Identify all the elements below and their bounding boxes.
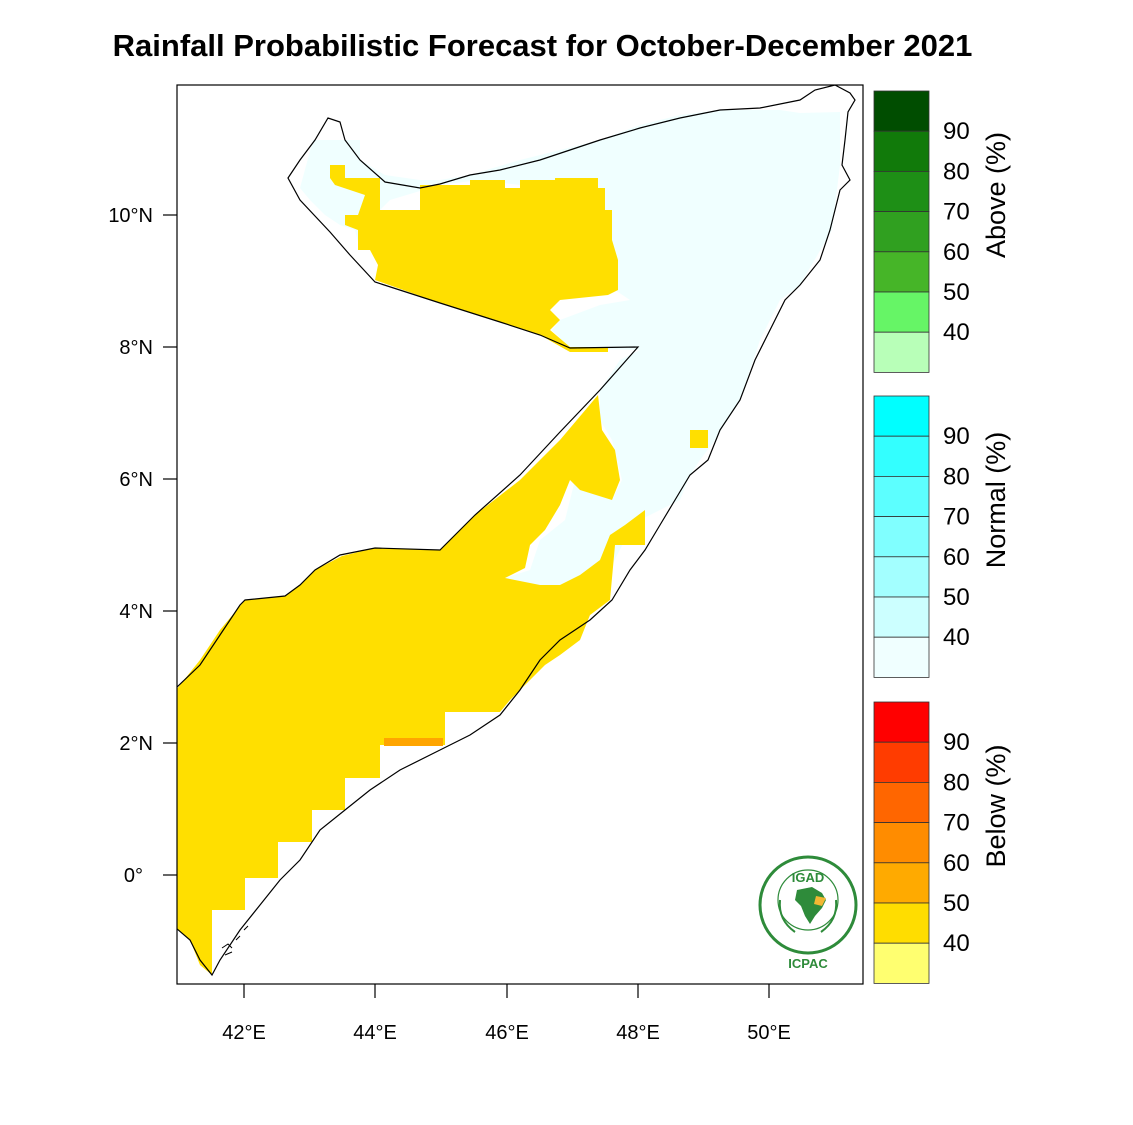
legend-tick-normal: 60 bbox=[943, 544, 970, 571]
legend-swatch-below bbox=[873, 862, 930, 904]
legend-label-above: Above (%) bbox=[981, 132, 1011, 258]
legend-swatch-above bbox=[873, 331, 930, 373]
lat-tick-label: 2°N bbox=[119, 733, 153, 755]
legend-tick-below: 70 bbox=[943, 810, 970, 837]
legend-swatch-above bbox=[873, 251, 930, 293]
legend-above: 90 80 70 60 50 40 Above (%) bbox=[873, 90, 1011, 373]
lat-tick-label: 6°N bbox=[119, 469, 153, 491]
legend-swatch-normal bbox=[873, 516, 930, 558]
lon-tick-label: 50°E bbox=[747, 1022, 791, 1044]
map-area bbox=[177, 85, 856, 977]
legend-tick-above: 80 bbox=[943, 158, 970, 185]
lon-tick-label: 48°E bbox=[616, 1022, 660, 1044]
legend-tick-above: 90 bbox=[943, 118, 970, 145]
lat-tick-label: 0° bbox=[124, 865, 143, 887]
below-pocket-east bbox=[690, 430, 708, 448]
lon-tick-label: 44°E bbox=[353, 1022, 397, 1044]
igad-icpac-logo: IGAD ICPAC bbox=[758, 855, 858, 971]
laurel-icon bbox=[778, 899, 838, 933]
legend-tick-below: 80 bbox=[943, 769, 970, 796]
legend-swatch-below bbox=[873, 701, 930, 743]
legend-tick-normal: 50 bbox=[943, 584, 970, 611]
legend-swatch-normal bbox=[873, 596, 930, 638]
horn-of-africa-highlight-icon bbox=[814, 896, 826, 906]
legend-tick-below: 40 bbox=[943, 930, 970, 957]
legend-normal: 90 80 70 60 50 40 Normal (%) bbox=[873, 395, 1011, 678]
legend-swatch-normal bbox=[873, 475, 930, 517]
lat-tick-label: 4°N bbox=[119, 601, 153, 623]
legend-tick-below: 60 bbox=[943, 850, 970, 877]
legend-tick-below: 50 bbox=[943, 890, 970, 917]
legend-tick-above: 50 bbox=[943, 279, 970, 306]
lon-axis: 42°E 44°E 46°E 48°E 50°E bbox=[222, 984, 791, 1044]
normal-region bbox=[300, 110, 840, 590]
country-outline bbox=[177, 85, 856, 977]
below-region-northwest bbox=[330, 165, 618, 352]
lat-axis: 10°N 8°N 6°N 4°N 2°N 0° bbox=[108, 205, 177, 887]
legend-swatch-above bbox=[873, 90, 930, 132]
legend-tick-normal: 70 bbox=[943, 504, 970, 531]
legend-tick-normal: 80 bbox=[943, 463, 970, 490]
legend-swatch-normal bbox=[873, 636, 930, 678]
logo-igad-text: IGAD bbox=[792, 870, 825, 885]
legend-swatch-below bbox=[873, 902, 930, 944]
lat-tick-label: 8°N bbox=[119, 337, 153, 359]
legend-tick-above: 70 bbox=[943, 199, 970, 226]
map-border bbox=[176, 84, 864, 985]
legend-tick-normal: 40 bbox=[943, 624, 970, 651]
legend-tick-below: 90 bbox=[943, 729, 970, 756]
legend-swatch-below bbox=[873, 741, 930, 783]
legend-swatch-normal bbox=[873, 556, 930, 598]
lon-tick-label: 46°E bbox=[485, 1022, 529, 1044]
below-region-south bbox=[177, 395, 645, 975]
legend-swatch-normal bbox=[873, 435, 930, 477]
lat-tick-label: 10°N bbox=[108, 205, 153, 227]
legend-swatch-above bbox=[873, 170, 930, 212]
legend-swatch-below bbox=[873, 782, 930, 824]
legend-label-normal: Normal (%) bbox=[981, 432, 1011, 569]
lon-tick-label: 42°E bbox=[222, 1022, 266, 1044]
coastal-islands bbox=[221, 925, 249, 956]
legend-tick-normal: 90 bbox=[943, 423, 970, 450]
legend-label-below: Below (%) bbox=[981, 744, 1011, 867]
legend-below: 90 80 70 60 50 40 Below (%) bbox=[873, 701, 1011, 984]
below-pocket-60-70 bbox=[384, 738, 443, 746]
africa-map-icon bbox=[795, 887, 826, 924]
legend-swatch-above bbox=[873, 291, 930, 333]
legend-tick-above: 40 bbox=[943, 319, 970, 346]
logo-icpac-text: ICPAC bbox=[788, 956, 828, 971]
legend-swatch-below bbox=[873, 822, 930, 864]
chart-title: Rainfall Probabilistic Forecast for Octo… bbox=[112, 28, 973, 63]
legend-swatch-normal bbox=[873, 395, 930, 437]
legend-swatch-above bbox=[873, 211, 930, 253]
legend-tick-above: 60 bbox=[943, 239, 970, 266]
legend-swatch-below bbox=[873, 942, 930, 984]
legend-swatch-above bbox=[873, 130, 930, 172]
